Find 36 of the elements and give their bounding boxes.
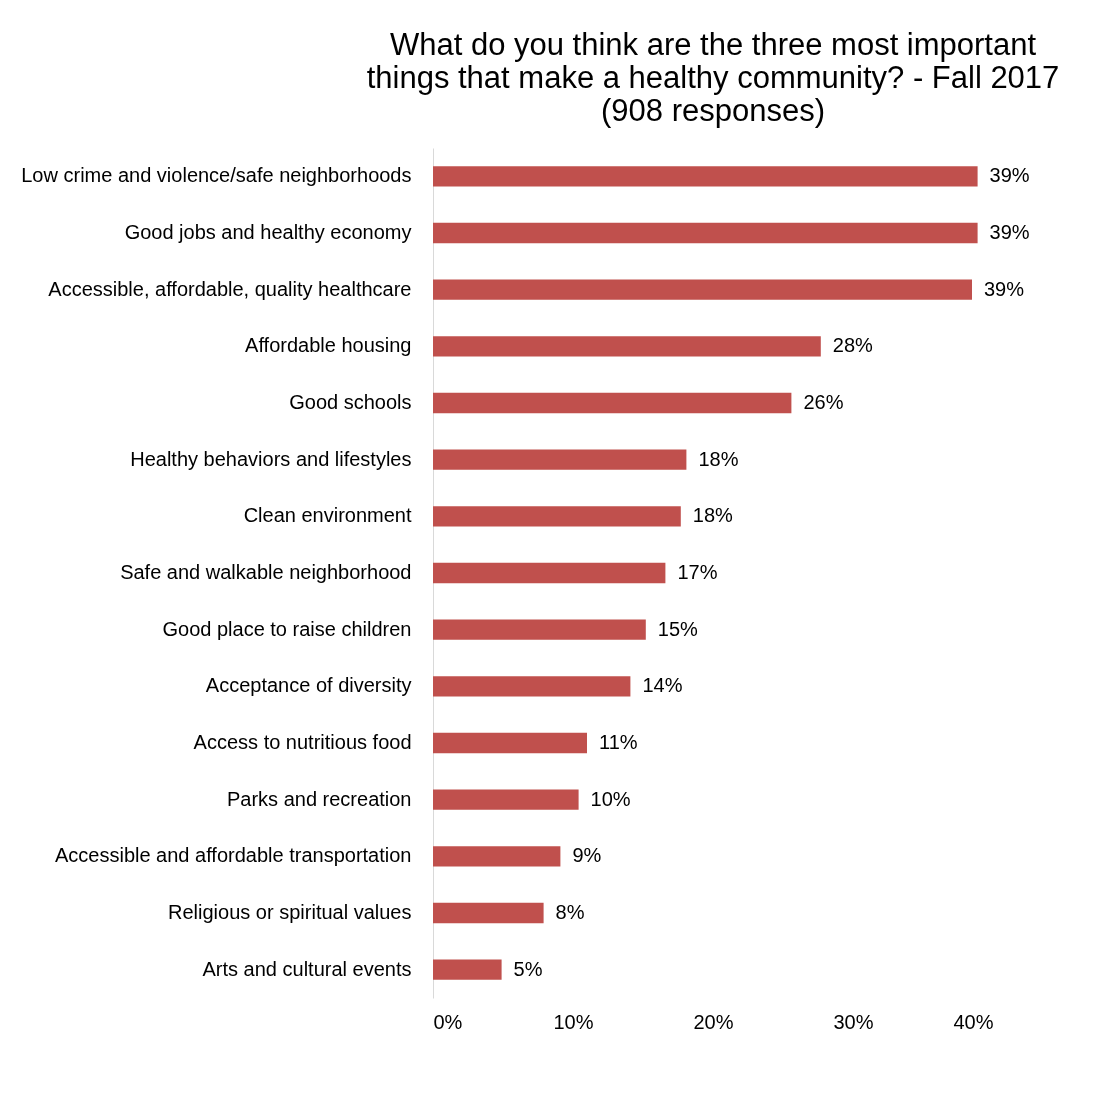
y-tick-label: Acceptance of diversity [205,674,412,697]
x-tick-label: 40% [953,1010,994,1033]
data-label: 39% [989,164,1030,187]
data-label: 39% [989,221,1030,243]
y-tick-label: Safe and walkable neighborhood [120,561,412,583]
y-tick-label: Good place to raise children [162,617,412,640]
y-tick-label: Good jobs and healthy economy [124,221,412,243]
data-label: 14% [642,674,683,697]
data-label: 10% [590,787,631,810]
y-tick-label: Arts and cultural events [202,957,412,980]
x-tick-label: 0% [433,1010,463,1033]
chart-title: What do you think are the three most important things that make a healthy community? - Fall 2017 (908 responses) [366,27,1060,128]
data-label: 9% [572,844,602,867]
y-tick-label: Religious or spiritual values [168,901,412,923]
data-label: 15% [657,617,699,640]
y-tick-label: Affordable housing [245,334,412,357]
y-tick-label: Accessible, affordable, quality healthcare [48,277,412,300]
data-label: 18% [692,504,734,527]
data-label: 17% [677,561,718,583]
data-label: 5% [513,957,543,980]
y-tick-label: Healthy behaviors and lifestyles [130,447,412,470]
data-label: 26% [803,391,844,413]
y-tick-label: Access to nutritious food [193,731,412,753]
y-tick-label: Accessible and affordable transportation [54,844,412,867]
y-tick-label: Low crime and violence/safe neighborhoods [21,164,412,187]
y-tick-label: Parks and recreation [226,787,412,810]
data-label: 28% [832,334,874,357]
data-label: 18% [698,447,739,470]
data-label: 11% [599,731,638,753]
y-tick-label: Clean environment [243,504,412,527]
data-label: 8% [555,901,585,923]
x-tick-label: 20% [693,1010,734,1033]
y-tick-label: Good schools [289,391,412,413]
x-tick-label: 10% [553,1010,594,1033]
x-tick-label: 30% [833,1010,874,1033]
data-label: 39% [984,277,1025,300]
